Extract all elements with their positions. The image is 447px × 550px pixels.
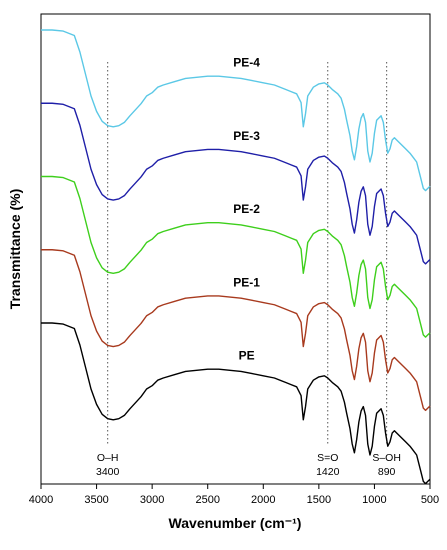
x-tick-label-2500: 2500 — [195, 494, 219, 506]
x-tick-label-3000: 3000 — [140, 494, 164, 506]
series-line-pe-2 — [41, 175, 431, 338]
x-tick-label-2000: 2000 — [251, 494, 275, 506]
annotation-label-3400: O–H — [97, 452, 119, 464]
series-line-pe-1 — [41, 249, 431, 412]
x-axis-title: Wavenumber (cm⁻¹) — [169, 515, 302, 531]
annotation-value-1420: 1420 — [316, 466, 340, 478]
plot-frame — [40, 13, 431, 485]
series-label-pe-2: PE-2 — [233, 202, 260, 216]
x-axis-ticks: 4000 3500 3000 2500 2000 1500 1000 500 — [29, 484, 439, 506]
x-tick-label-1000: 1000 — [362, 494, 386, 506]
annotation-label-890: S–OH — [372, 452, 401, 464]
annotation-value-3400: 3400 — [96, 466, 120, 478]
y-axis-title: Transmittance (%) — [7, 189, 23, 310]
series-label-pe-1: PE-1 — [233, 275, 260, 289]
annotation-value-890: 890 — [378, 466, 396, 478]
x-tick-label-3500: 3500 — [84, 494, 108, 506]
x-tick-label-500: 500 — [421, 494, 439, 506]
series-layer — [41, 29, 431, 485]
series-label-pe: PE — [239, 349, 255, 363]
series-label-pe-4: PE-4 — [233, 56, 260, 70]
annotation-label-1420: S=O — [317, 452, 338, 464]
annotation-lines — [107, 62, 388, 446]
x-tick-label-1500: 1500 — [307, 494, 331, 506]
annotation-labels: O–H 3400 S=O 1420 S–OH 890 — [96, 452, 401, 478]
series-label-pe-3: PE-3 — [233, 129, 260, 143]
series-line-pe — [41, 322, 431, 485]
series-line-pe-3 — [41, 102, 431, 265]
series-labels: PE-4 PE-3 PE-2 PE-1 PE — [233, 56, 260, 363]
series-line-pe-4 — [41, 29, 431, 192]
x-tick-label-4000: 4000 — [29, 494, 53, 506]
